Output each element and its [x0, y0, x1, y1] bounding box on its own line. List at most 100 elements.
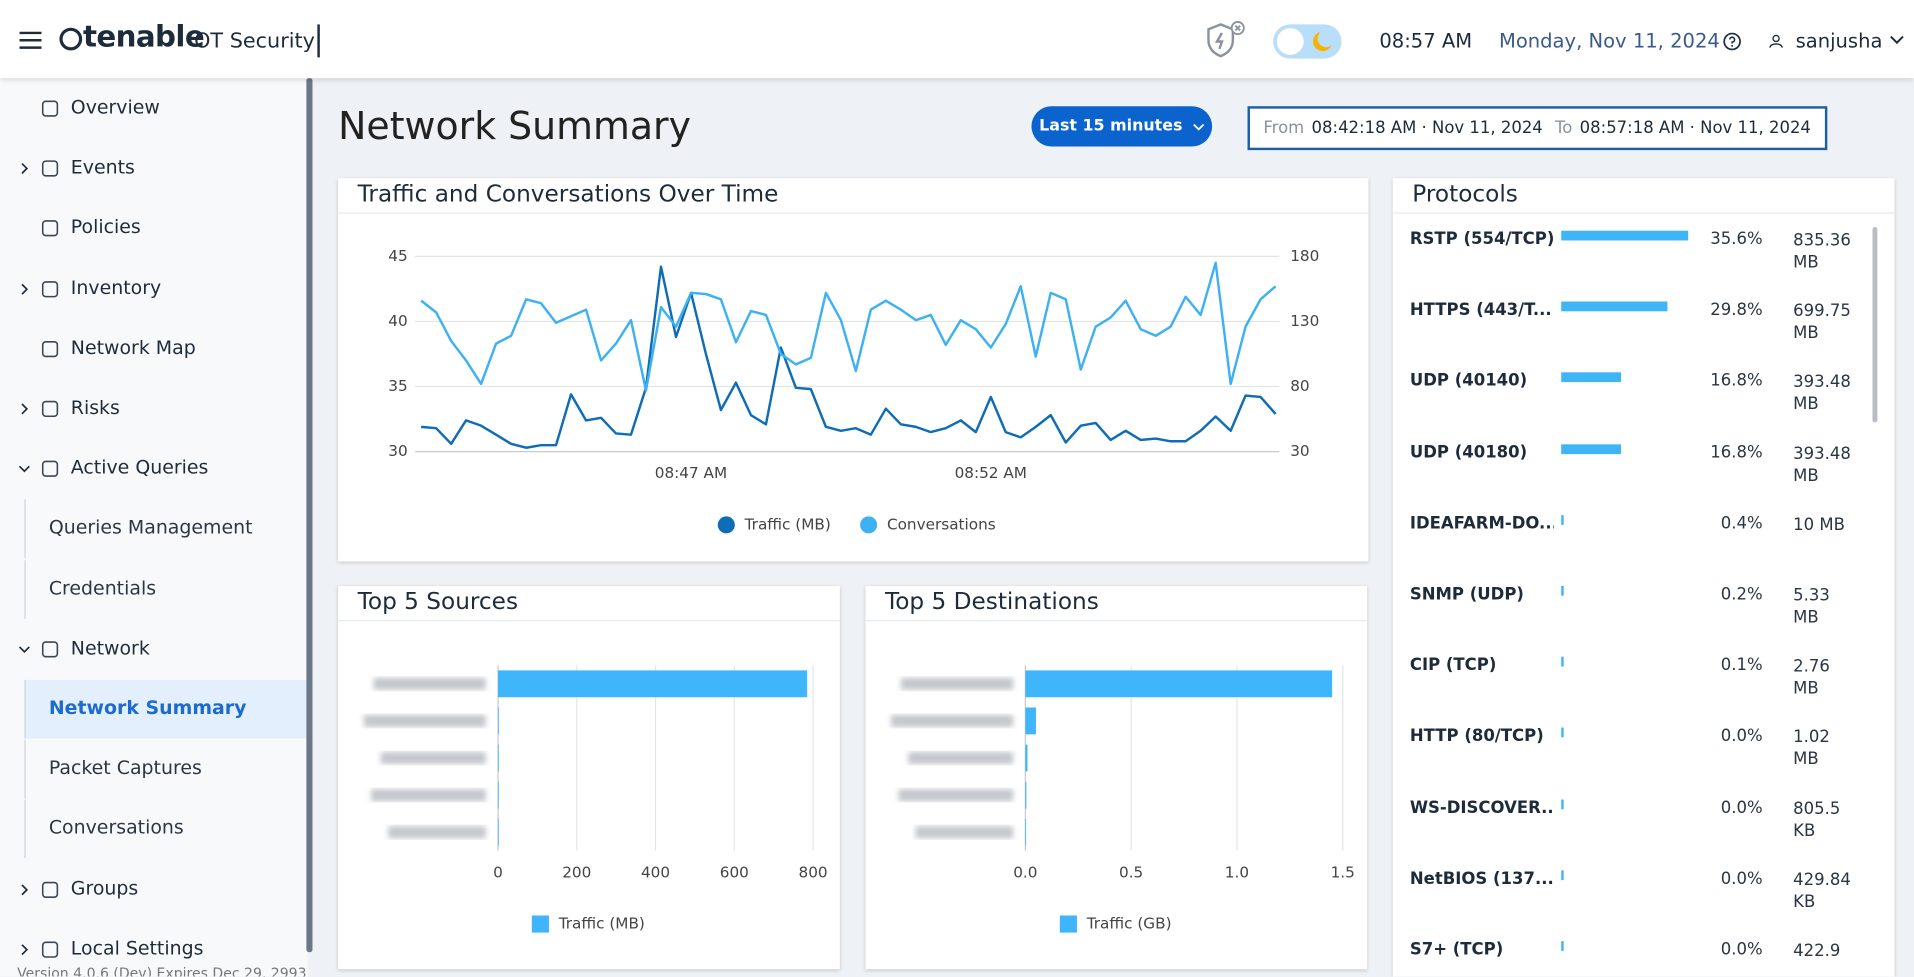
protocol-size: 422.9	[1793, 941, 1841, 961]
protocol-size: 393.48 MB	[1793, 443, 1851, 486]
range-button[interactable]: Last 15 minutes	[1031, 106, 1213, 147]
protocol-bar	[1561, 585, 1564, 596]
protocol-name: SNMP (UDP)	[1409, 584, 1524, 605]
protocols-scrollbar[interactable]	[1872, 227, 1878, 423]
protocol-size: 429.84 KB	[1793, 870, 1851, 912]
nav-label: Active Queries	[70, 456, 209, 479]
logo-mark	[59, 27, 83, 51]
card-title: Traffic and Conversations Over Time	[357, 180, 779, 208]
protocol-bar	[1561, 656, 1564, 667]
nav-label: Credentials	[48, 576, 157, 599]
chevron-right	[21, 943, 29, 955]
nav-item[interactable]: Credentials	[24, 559, 307, 619]
protocol-percent: 35.6%	[1710, 229, 1763, 250]
header: tenable OT Security 08:57 AM Monday, Nov…	[0, 0, 1914, 79]
protocol-percent: 16.8%	[1710, 371, 1763, 392]
date-range[interactable]: From 08:42:18 AM · Nov 11, 2024 To 08:57…	[1247, 106, 1828, 151]
card-rule	[865, 620, 1368, 622]
nav-label: Network Summary	[48, 696, 247, 719]
card-title: Top 5 Sources	[357, 588, 519, 616]
protocol-bar	[1561, 230, 1689, 241]
shield-icon[interactable]	[1204, 20, 1248, 62]
protocol-size: 2.76 MB	[1793, 656, 1830, 699]
nav-label: Local Settings	[70, 937, 204, 960]
protocol-bar	[1561, 941, 1564, 951]
help-icon[interactable]	[1722, 32, 1742, 52]
chevron-right	[21, 283, 29, 295]
user-name[interactable]: sanjusha	[1795, 29, 1883, 53]
protocol-bar	[1561, 514, 1564, 525]
clock-date: Monday, Nov 11, 2024	[1498, 29, 1720, 53]
protocol-name: RSTP (554/TCP)	[1409, 229, 1554, 250]
chevron-down	[18, 646, 30, 653]
nav-icons	[41, 220, 59, 237]
protocol-name: UDP (40140)	[1409, 371, 1528, 392]
protocol-name: S7+ (TCP)	[1409, 939, 1504, 960]
protocol-percent: 0.4%	[1720, 513, 1763, 534]
user-icon[interactable]	[1769, 34, 1784, 49]
protocol-percent: 29.8%	[1710, 300, 1763, 321]
protocol-percent: 0.0%	[1720, 797, 1763, 818]
protocol-name: WS-DISCOVER...	[1409, 797, 1554, 818]
card-rule	[338, 212, 1369, 214]
protocol-size: 805.5 KB	[1793, 799, 1841, 841]
chevron-right	[21, 883, 29, 895]
nav-icons	[21, 280, 59, 297]
menu-button[interactable]	[17, 29, 44, 51]
nav-icon	[41, 220, 59, 237]
user-menu-chevron[interactable]	[1888, 34, 1905, 46]
destinations-card: Top 5 Destinations	[865, 585, 1368, 970]
nav-label: Queries Management	[48, 516, 253, 539]
from-value: 08:42:18 AM · Nov 11, 2024	[1311, 118, 1543, 138]
protocol-percent: 0.1%	[1720, 655, 1763, 676]
protocol-bar	[1561, 799, 1564, 809]
nav-label: Overview	[70, 96, 160, 119]
nav-item[interactable]: Conversations	[24, 800, 307, 859]
to-label: To	[1554, 118, 1573, 138]
from-label: From	[1263, 118, 1305, 138]
protocol-name: UDP (40180)	[1409, 442, 1528, 463]
nav-item[interactable]: Local Settings	[0, 920, 308, 976]
nav-icons	[41, 100, 59, 117]
protocol-name: HTTP (80/TCP)	[1409, 726, 1544, 747]
protocol-bar	[1561, 870, 1564, 880]
protocol-bar	[1561, 443, 1622, 454]
nav-label: Events	[70, 156, 135, 179]
to-value: 08:57:18 AM · Nov 11, 2024	[1579, 118, 1811, 138]
nav-label: Groups	[70, 877, 139, 900]
nav-icon	[41, 881, 59, 898]
nav-item[interactable]: Groups	[0, 860, 308, 919]
nav-icon	[41, 460, 59, 478]
nav-item[interactable]: Network Map	[0, 320, 308, 379]
theme-toggle[interactable]	[1272, 23, 1343, 60]
protocol-percent: 0.0%	[1720, 726, 1763, 747]
nav-item[interactable]: Network	[0, 620, 308, 679]
nav-item[interactable]: Queries Management	[24, 499, 307, 559]
range-button-label: Last 15 minutes	[1039, 117, 1183, 136]
brand: tenable	[83, 19, 205, 54]
nav-label: Packet Captures	[48, 757, 202, 780]
protocol-size: 5.33 MB	[1793, 585, 1830, 628]
protocol-percent: 0.0%	[1720, 868, 1763, 889]
protocol-name: NetBIOS (137...	[1409, 868, 1554, 889]
nav-item[interactable]: Events	[0, 139, 308, 198]
nav-item[interactable]: Network Summary	[24, 679, 308, 739]
nav-icon	[41, 941, 59, 958]
card-title: Top 5 Destinations	[884, 588, 1099, 616]
protocol-bar	[1561, 372, 1622, 383]
protocol-percent: 0.2%	[1720, 584, 1763, 605]
nav-guide	[24, 499, 26, 559]
sidebar-scrollbar[interactable]	[306, 78, 313, 953]
nav-guide	[24, 739, 26, 799]
nav-icon	[41, 340, 59, 357]
nav-item[interactable]: Risks	[0, 380, 308, 439]
nav-item[interactable]: Active Queries	[0, 440, 308, 499]
nav-item[interactable]: Policies	[0, 199, 308, 258]
nav-icon	[41, 100, 59, 117]
nav-item[interactable]: Overview	[0, 79, 308, 138]
nav-icons	[18, 641, 59, 658]
nav-item[interactable]: Inventory	[0, 260, 308, 319]
nav-item[interactable]: Packet Captures	[24, 739, 307, 799]
traffic-card: Traffic and Conversations Over Time	[338, 178, 1369, 562]
